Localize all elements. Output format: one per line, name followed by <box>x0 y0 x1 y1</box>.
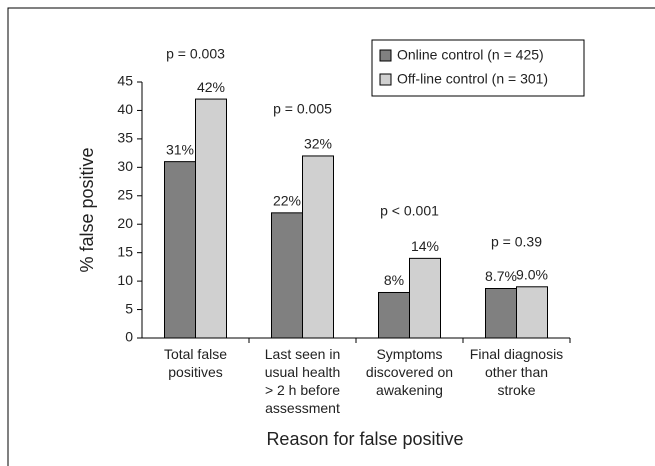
y-tick-label: 25 <box>117 186 133 202</box>
y-tick-label: 20 <box>117 215 133 231</box>
bar <box>485 288 517 339</box>
legend-swatch <box>379 49 392 62</box>
value-label: 8% <box>384 272 404 288</box>
value-label: 8.7% <box>485 268 517 284</box>
y-tick-label: 10 <box>117 272 133 288</box>
legend-label: Off-line control (n = 301) <box>397 71 548 87</box>
frame <box>7 7 655 466</box>
x-axis-title: Reason for false positive <box>266 429 463 449</box>
legend-label: Online control (n = 425) <box>397 47 544 63</box>
y-axis-title: % false positive <box>77 147 97 272</box>
bar <box>302 155 334 339</box>
annotation: p < 0.001 <box>380 203 439 219</box>
x-tick-label: Final diagnosis other than stroke <box>469 346 564 398</box>
bar <box>164 161 196 339</box>
x-tick-label: Total false positives <box>163 346 228 380</box>
value-label: 22% <box>273 193 301 209</box>
y-tick-label: 5 <box>125 300 133 316</box>
legend-box <box>371 39 585 97</box>
y-tick-label: 0 <box>125 329 133 345</box>
legend-swatch <box>379 73 392 86</box>
annotation: p = 0.005 <box>273 101 332 117</box>
annotation: p = 0.39 <box>491 234 542 250</box>
x-tick-label: Symptoms discovered on awakening <box>365 346 454 398</box>
bar <box>516 286 548 339</box>
bar <box>271 212 303 339</box>
value-label: 9.0% <box>516 267 548 283</box>
value-label: 32% <box>304 136 332 152</box>
y-tick-label: 35 <box>117 130 133 146</box>
x-tick-label: Last seen in usual health > 2 h before a… <box>264 346 341 416</box>
bar <box>409 257 441 339</box>
y-tick-label: 30 <box>117 158 133 174</box>
bar <box>195 98 227 339</box>
value-label: 31% <box>166 141 194 157</box>
bar <box>378 291 410 339</box>
y-tick-label: 45 <box>117 73 133 89</box>
y-tick-label: 40 <box>117 101 133 117</box>
annotation: p = 0.003 <box>166 46 225 62</box>
y-tick-label: 15 <box>117 243 133 259</box>
value-label: 42% <box>197 79 225 95</box>
value-label: 14% <box>411 238 439 254</box>
